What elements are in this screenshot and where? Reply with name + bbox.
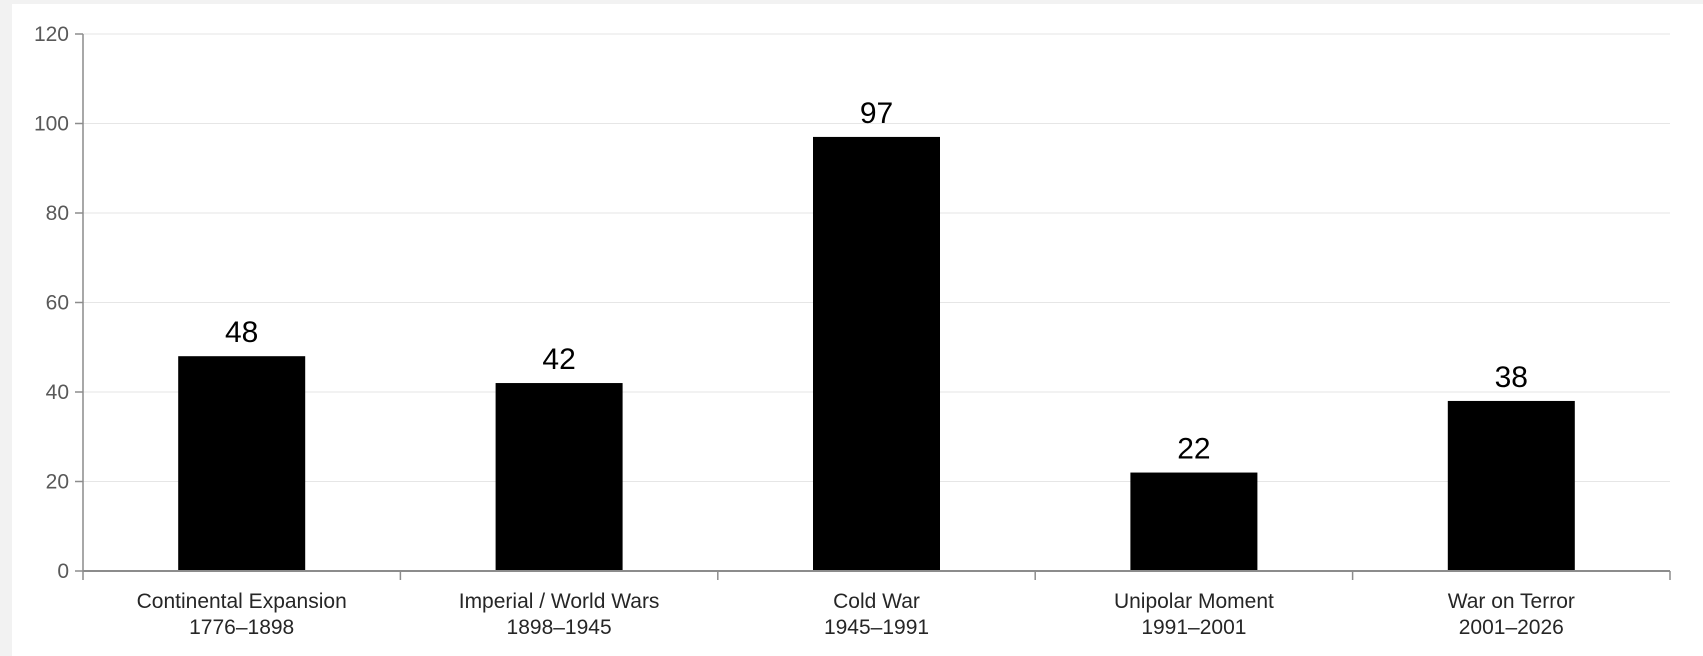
data-label: 42 — [542, 343, 575, 376]
x-tick-label: Cold War — [833, 590, 920, 613]
x-tick-label: Imperial / World Wars — [459, 590, 660, 613]
bar — [178, 356, 306, 571]
x-tick-label: War on Terror — [1448, 590, 1575, 613]
y-tick-label: 20 — [46, 471, 69, 494]
x-tick-label: 1945–1991 — [824, 616, 929, 639]
data-label: 97 — [860, 97, 893, 130]
bars — [178, 136, 1575, 572]
y-tick-label: 60 — [46, 292, 69, 315]
y-tick-label: 40 — [46, 381, 69, 404]
x-tick-label: 1898–1945 — [507, 616, 612, 639]
bar — [813, 136, 940, 572]
data-label: 22 — [1177, 433, 1210, 466]
data-label: 38 — [1495, 361, 1528, 394]
data-labels: 48 42 97 22 38 — [225, 97, 1528, 466]
x-tick-label: 2001–2026 — [1459, 616, 1564, 639]
x-tick-label: 1991–2001 — [1141, 616, 1246, 639]
bar — [1447, 400, 1575, 571]
bar — [495, 383, 623, 571]
y-tick-label: 120 — [34, 23, 69, 46]
x-tick-label: Continental Expansion — [137, 590, 347, 613]
y-tick-label: 0 — [57, 560, 69, 583]
x-tick-label: 1776–1898 — [189, 616, 294, 639]
y-tick-labels: 0 20 40 60 80 100 120 — [34, 23, 69, 583]
x-tick-labels: Continental Expansion 1776–1898 Imperial /… — [137, 590, 1575, 639]
y-tick-label: 80 — [46, 202, 69, 225]
data-label: 48 — [225, 316, 258, 349]
x-tick-label: Unipolar Moment — [1114, 590, 1274, 613]
y-tick-label: 100 — [34, 113, 69, 136]
bar — [1130, 472, 1258, 571]
axes — [75, 33, 1671, 580]
